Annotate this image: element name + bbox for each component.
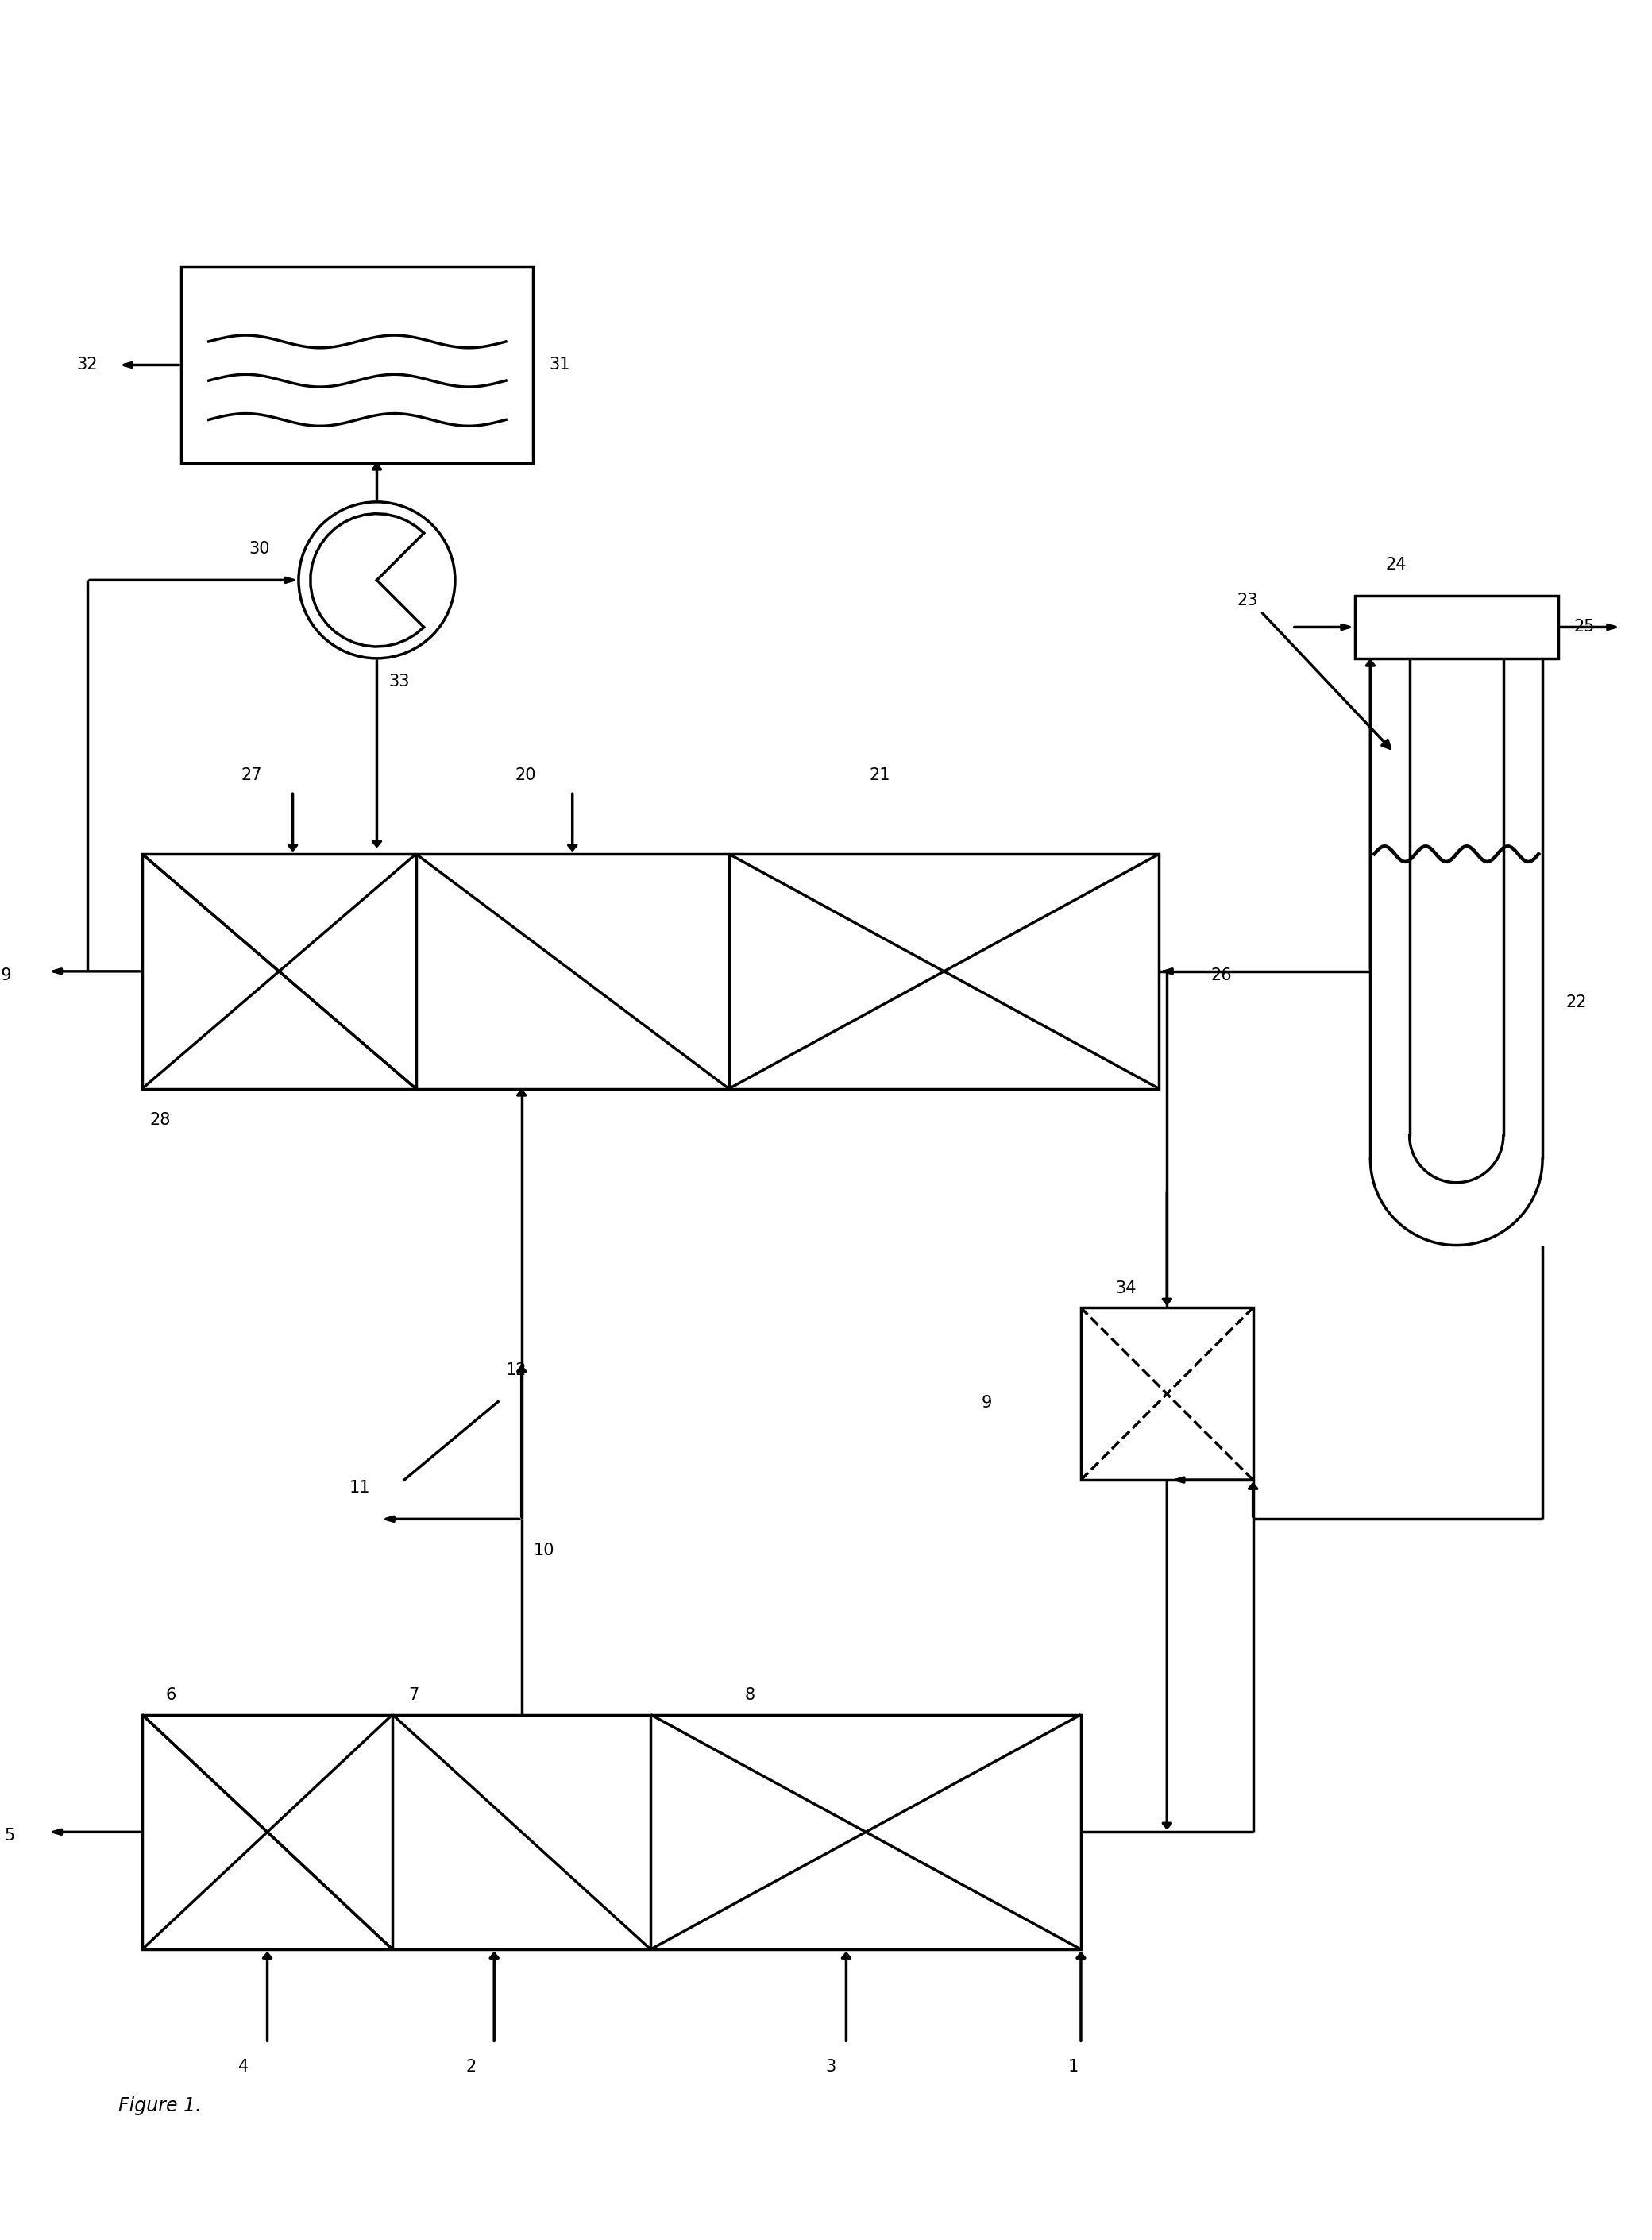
Bar: [1355, 596, 1558, 659]
Text: 20: 20: [515, 768, 535, 784]
Text: 11: 11: [350, 1481, 370, 1496]
Text: 9: 9: [981, 1396, 993, 1411]
Text: 27: 27: [241, 768, 263, 784]
Text: 4: 4: [238, 2059, 249, 2074]
Bar: [182, 267, 534, 464]
Text: 33: 33: [388, 674, 410, 690]
Text: 23: 23: [1237, 591, 1259, 609]
Bar: [1080, 1308, 1252, 1481]
Text: 5: 5: [3, 1828, 15, 1844]
Bar: [142, 1714, 1080, 1949]
Text: 21: 21: [869, 768, 890, 784]
Text: 29: 29: [0, 968, 12, 983]
Text: Figure 1.: Figure 1.: [119, 2097, 202, 2115]
Text: 30: 30: [249, 540, 269, 558]
Text: 8: 8: [745, 1687, 755, 1702]
Text: 22: 22: [1566, 995, 1588, 1010]
Text: 6: 6: [165, 1687, 177, 1702]
Text: 34: 34: [1115, 1279, 1137, 1297]
Text: 2: 2: [466, 2059, 476, 2074]
Text: 25: 25: [1574, 618, 1594, 634]
Text: 26: 26: [1211, 968, 1232, 983]
Text: 28: 28: [150, 1111, 170, 1127]
Text: 12: 12: [506, 1362, 527, 1378]
Text: 31: 31: [548, 356, 570, 372]
Text: 7: 7: [408, 1687, 418, 1702]
Text: 1: 1: [1067, 2059, 1079, 2074]
Text: 24: 24: [1386, 556, 1406, 571]
Bar: [142, 853, 1160, 1089]
Text: 3: 3: [826, 2059, 836, 2074]
Text: 32: 32: [78, 356, 97, 372]
Text: 10: 10: [534, 1543, 555, 1559]
